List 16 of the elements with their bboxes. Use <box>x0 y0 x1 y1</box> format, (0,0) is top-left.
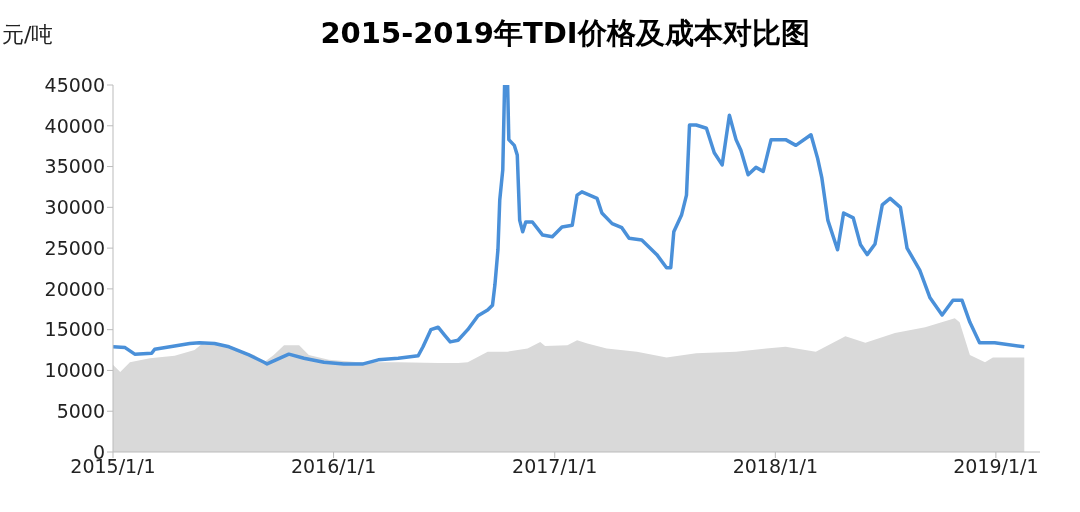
x-tick-label: 2018/1/1 <box>732 455 818 478</box>
y-axis-title: 元/吨 <box>2 21 54 49</box>
y-tick-label: 40000 <box>44 114 105 137</box>
y-tick-label: 45000 <box>44 73 105 96</box>
x-tick-label: 2019/1/1 <box>953 455 1039 478</box>
y-tick-label: 10000 <box>44 359 105 382</box>
chart-title: 2015-2019年TDI价格及成本对比图 <box>320 16 810 50</box>
y-tick-label: 35000 <box>44 155 105 178</box>
y-tick-label: 25000 <box>44 236 105 259</box>
y-tick-label: 15000 <box>44 318 105 341</box>
y-tick-label: 30000 <box>44 196 105 219</box>
line-series <box>113 85 1027 366</box>
y-tick-label: 5000 <box>56 399 105 422</box>
x-tick-label: 2016/1/1 <box>290 455 377 478</box>
y-tick-label: 20000 <box>44 277 105 300</box>
x-tick-label: 2017/1/1 <box>512 455 598 478</box>
